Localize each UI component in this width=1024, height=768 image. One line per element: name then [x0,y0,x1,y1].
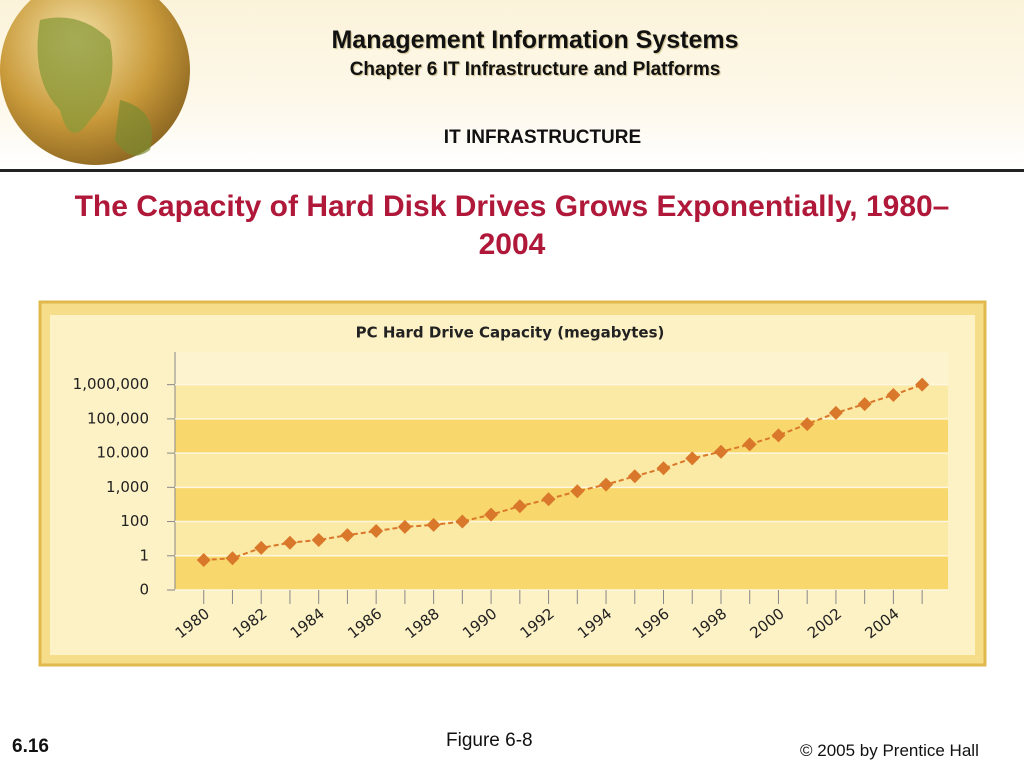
y-tick-label: 10.000 [97,444,150,462]
y-tick-label: 100 [120,512,149,530]
figure-caption: Figure 6-8 [446,730,533,751]
header-title: Management Information Systems [331,26,739,54]
page-number: 6.16 [12,736,49,757]
data-point [455,514,470,529]
plot-band [175,453,948,488]
data-point [541,492,556,507]
data-point [196,553,211,568]
data-point [397,519,412,534]
data-point [627,469,642,484]
plot-band [175,418,948,454]
y-tick-label: 0 [139,581,149,599]
data-point [599,477,614,492]
plot-band [175,384,948,419]
y-tick-label: 100,000 [87,409,149,427]
data-point [656,461,671,476]
slide-title: The Capacity of Hard Disk Drives Grows E… [74,190,950,261]
data-point [713,444,728,459]
data-point [340,528,355,543]
section-title: IT INFRASTRUCTURE [443,127,642,148]
slide-title-box: The Capacity of Hard Disk Drives Grows E… [40,188,984,264]
chart-title: PC Hard Drive Capacity (megabytes) [356,324,665,342]
data-point [311,532,326,547]
plot-band [175,487,948,522]
data-point [857,397,872,412]
data-point [254,540,269,555]
y-tick-label: 1,000,000 [73,375,149,393]
data-point [426,517,441,532]
y-tick-label: 1,000 [106,478,149,496]
data-point [225,551,240,566]
globe [0,0,190,165]
data-point [369,523,384,538]
data-point [570,484,585,499]
data-point [828,405,843,420]
data-point [915,377,930,392]
data-point [685,451,700,466]
data-point [742,437,757,452]
plot-band [175,521,948,556]
data-point [886,387,901,402]
plot-band [175,352,948,385]
data-point [282,535,297,550]
data-point [771,428,786,443]
data-point [800,417,815,432]
data-point [512,499,527,514]
data-point [484,507,499,522]
y-tick-label: 1 [139,546,149,564]
copyright: © 2005 by Prentice Hall [800,741,979,760]
header-rule [0,169,1024,172]
header-subtitle: Chapter 6 IT Infrastructure and Platform… [349,59,721,80]
plot-band [175,555,948,590]
